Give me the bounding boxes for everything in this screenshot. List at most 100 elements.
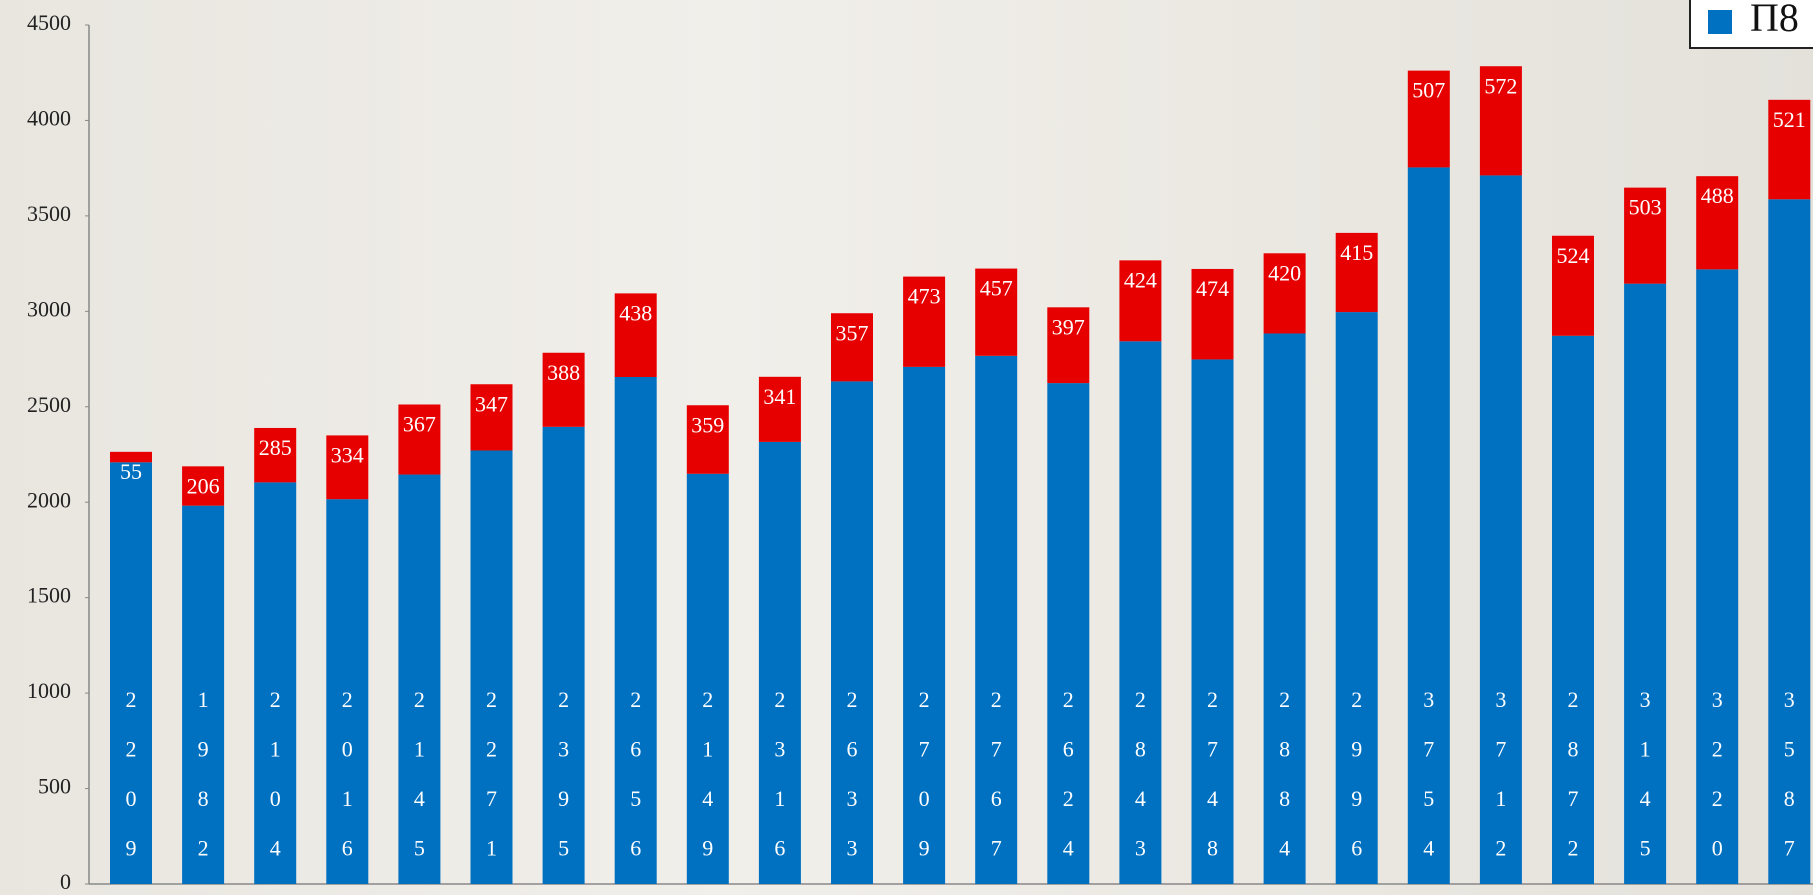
bar-segment [903,366,946,885]
value-label: 420 [1268,260,1301,285]
y-tick-label: 1500 [27,583,71,608]
value-label: 388 [547,360,580,385]
bar-segment [182,505,225,884]
y-tick-label: 2500 [27,392,71,417]
legend: Π8 [1689,0,1813,49]
value-label: 503 [1629,195,1662,220]
y-tick-label: 3500 [27,201,71,226]
y-tick-label: 4500 [27,10,71,35]
y-tick-label: 3000 [27,296,71,321]
bar-segment [254,482,297,884]
bar-segment [254,427,297,483]
bar-segment [1407,167,1450,885]
bar-segment [903,276,946,367]
value-label: 473 [908,284,941,309]
bar-segment [110,451,152,463]
value-label: 55 [120,459,142,484]
bar-segment [1335,232,1378,313]
bar-segment [614,376,657,884]
bar-segment [1263,253,1306,334]
bar-segment [1696,269,1739,884]
value-label: 524 [1557,243,1590,268]
bar-segment [614,293,657,377]
bar-segment [326,499,369,884]
bar-segment [326,435,369,500]
bar-segment [1696,176,1739,270]
value-label: 285 [259,435,292,460]
value-label: 474 [1196,276,1229,301]
bar-segment [1479,175,1522,885]
value-label: 457 [980,276,1013,301]
bar-segment [1768,199,1811,884]
bar-segment [1047,383,1090,884]
bar-segment [1191,268,1234,360]
value-label: 438 [619,300,652,325]
value-label: 334 [331,442,364,467]
value-label: 357 [836,320,869,345]
value-label: 415 [1340,240,1373,265]
y-tick-label: 2000 [27,487,71,512]
value-label: 424 [1124,267,1157,292]
bar-segment [1552,335,1594,885]
bar-segment [542,426,585,884]
bar-segment [1119,341,1162,885]
bar-segment [1263,333,1306,884]
legend-swatch [1708,10,1732,34]
bar-segment [1768,99,1811,200]
y-tick-label: 500 [38,774,71,799]
y-tick-label: 1000 [27,678,71,703]
y-tick-label: 4000 [27,105,71,130]
bar-segment [686,405,729,474]
bar-segment [110,462,152,884]
value-label: 359 [691,412,724,437]
value-label: 521 [1773,107,1806,132]
bar-segment [831,313,873,382]
bar-segment [398,474,441,884]
bar-segment [1119,260,1162,342]
bar-segment [686,473,729,884]
legend-label: Π8 [1750,0,1799,40]
bar-segment [542,352,585,427]
bar-segment [1552,235,1594,336]
bar-segment [975,355,1018,885]
bar-segment [398,404,441,475]
bar-segment [1335,312,1378,884]
bar-segment [758,441,801,884]
value-label: 341 [763,384,796,409]
value-label: 507 [1412,78,1445,103]
bar-segment [1407,70,1450,168]
bar-segment [470,384,513,451]
bar-segment [831,381,873,884]
value-label: 572 [1484,73,1517,98]
bar-segment [975,268,1018,356]
value-label: 367 [403,412,436,437]
bar-segment [1624,283,1667,885]
bar-segment [1047,307,1090,384]
value-label: 206 [187,473,220,498]
bar-segment [758,376,801,442]
bar-segment [1624,187,1667,284]
y-tick-label: 0 [60,869,71,894]
